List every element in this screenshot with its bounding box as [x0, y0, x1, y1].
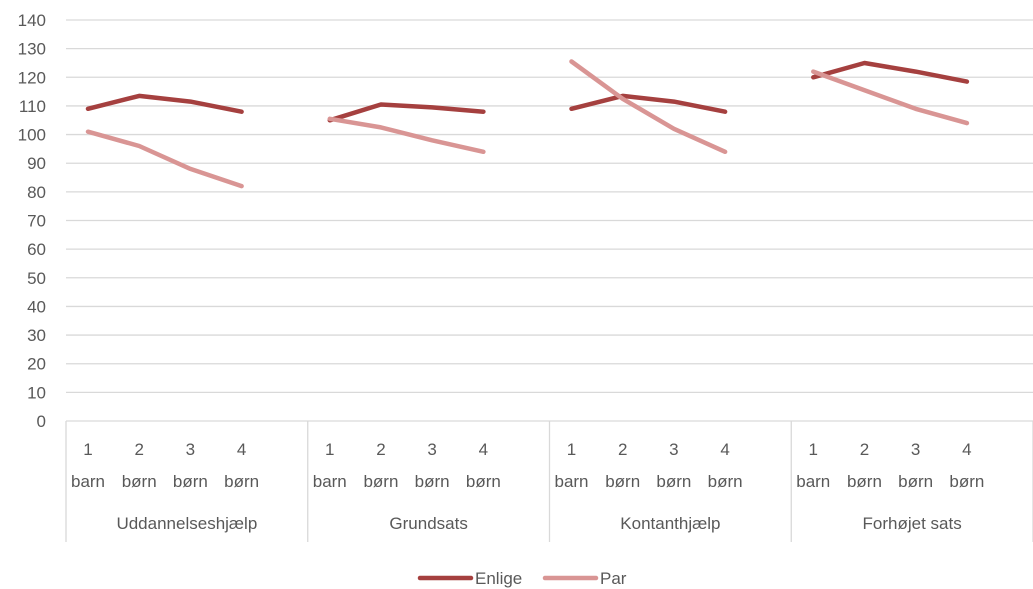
x-tick-label: 1	[809, 440, 818, 459]
x-tick-label: 4	[962, 440, 971, 459]
y-tick-label: 70	[27, 212, 46, 231]
x-tick-label: barn	[71, 472, 105, 491]
x-tick-label: barn	[554, 472, 588, 491]
x-group-label: Grundsats	[389, 514, 467, 533]
x-tick-label: børn	[363, 472, 398, 491]
y-tick-label: 130	[18, 40, 46, 59]
x-tick-label: 4	[720, 440, 729, 459]
y-tick-label: 100	[18, 126, 46, 145]
series-line-par	[569, 59, 728, 155]
x-tick-label: børn	[224, 472, 259, 491]
x-tick-label: 1	[567, 440, 576, 459]
x-group-label: Uddannelseshjælp	[116, 514, 257, 533]
x-tick-label: 4	[479, 440, 488, 459]
x-tick-label: børn	[122, 472, 157, 491]
x-tick-label: børn	[847, 472, 882, 491]
series-line-enlige	[85, 93, 244, 114]
x-axis: 1 barn 2 børn 3 børn 4 børn Uddannelseshjælp 1 bar…	[65, 421, 1033, 542]
y-tick-label: 60	[27, 240, 46, 259]
x-tick-label: børn	[708, 472, 743, 491]
x-tick-label: 3	[669, 440, 678, 459]
y-tick-label: 110	[19, 97, 46, 116]
y-tick-label: 40	[27, 297, 46, 316]
x-tick-label: børn	[415, 472, 450, 491]
x-tick-label: 2	[376, 440, 385, 459]
x-tick-label: børn	[605, 472, 640, 491]
y-tick-label: 0	[37, 412, 46, 431]
x-tick-label: børn	[949, 472, 984, 491]
legend-label: Enlige	[475, 569, 522, 588]
legend: Enlige Par	[417, 569, 627, 588]
gridlines	[66, 19, 1033, 422]
x-tick-label: 1	[325, 440, 334, 459]
x-tick-label: 2	[860, 440, 869, 459]
x-group-label: Kontanthjælp	[620, 514, 720, 533]
x-tick-label: 1	[83, 440, 92, 459]
y-tick-label: 120	[18, 68, 46, 87]
x-tick-label: 2	[618, 440, 627, 459]
x-tick-label: 3	[427, 440, 436, 459]
x-tick-label: barn	[796, 472, 830, 491]
y-tick-label: 20	[27, 355, 46, 374]
y-tick-label: 140	[18, 11, 46, 30]
series-line-enlige	[327, 102, 486, 123]
x-tick-label: børn	[656, 472, 691, 491]
x-tick-label: barn	[313, 472, 347, 491]
x-tick-label: børn	[173, 472, 208, 491]
series-line-par	[327, 116, 486, 155]
legend-label: Par	[600, 569, 627, 588]
x-tick-label: 3	[186, 440, 195, 459]
x-tick-label: børn	[898, 472, 933, 491]
y-tick-label: 50	[27, 269, 46, 288]
series-line-enlige	[569, 93, 728, 114]
y-tick-label: 10	[27, 383, 46, 402]
x-tick-label: børn	[466, 472, 501, 491]
x-tick-label: 3	[911, 440, 920, 459]
series-line-enlige	[811, 60, 970, 84]
y-tick-label: 80	[27, 183, 46, 202]
y-tick-label: 30	[27, 326, 46, 345]
series-line-par	[85, 129, 244, 189]
x-group-label: Forhøjet sats	[863, 514, 962, 533]
series-lines	[85, 59, 970, 189]
y-tick-label: 90	[27, 154, 46, 173]
x-tick-label: 2	[134, 440, 143, 459]
y-axis: 0 10 20 30 40 50 60 70 80 90 100 110 120 130 140	[18, 11, 46, 431]
series-line-par	[811, 69, 970, 126]
x-tick-label: 4	[237, 440, 246, 459]
